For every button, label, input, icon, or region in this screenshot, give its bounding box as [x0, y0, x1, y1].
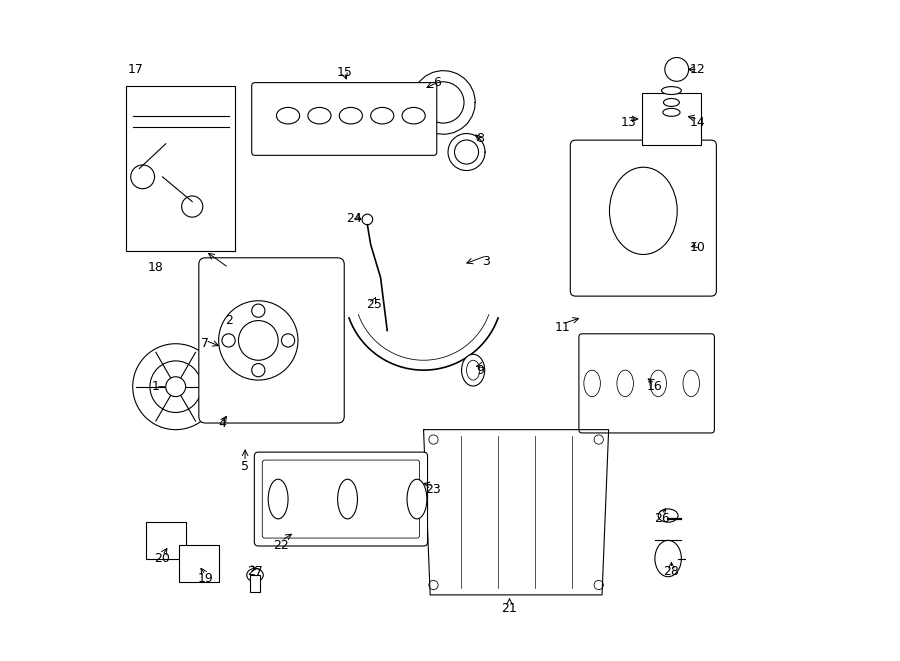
Ellipse shape: [609, 167, 677, 254]
Circle shape: [665, 58, 688, 81]
Bar: [249, 575, 260, 592]
Ellipse shape: [662, 87, 681, 95]
Ellipse shape: [462, 354, 485, 386]
Ellipse shape: [268, 479, 288, 519]
Text: 7: 7: [202, 337, 210, 350]
FancyBboxPatch shape: [252, 83, 436, 155]
Text: 15: 15: [337, 66, 352, 79]
Ellipse shape: [655, 541, 681, 576]
Text: 19: 19: [198, 572, 213, 585]
Ellipse shape: [276, 107, 300, 124]
Text: 20: 20: [155, 552, 170, 565]
Circle shape: [166, 377, 185, 397]
FancyBboxPatch shape: [199, 258, 344, 423]
Text: 1: 1: [152, 380, 160, 393]
Text: 18: 18: [148, 261, 164, 274]
Text: 16: 16: [647, 380, 662, 393]
Text: 10: 10: [690, 241, 706, 254]
Text: 8: 8: [476, 132, 483, 145]
Text: 12: 12: [690, 63, 706, 76]
Text: 24: 24: [346, 212, 362, 225]
Text: 25: 25: [366, 297, 382, 311]
Text: 22: 22: [274, 539, 289, 552]
Text: 23: 23: [426, 483, 441, 496]
Text: 21: 21: [501, 602, 518, 615]
Text: 13: 13: [621, 116, 636, 129]
Text: 9: 9: [476, 364, 483, 377]
Text: 6: 6: [433, 76, 441, 89]
Text: 27: 27: [248, 565, 263, 578]
Ellipse shape: [662, 108, 680, 116]
Text: 11: 11: [554, 321, 571, 334]
Bar: [126, 86, 235, 251]
Text: 14: 14: [690, 116, 706, 129]
Text: 28: 28: [663, 565, 680, 578]
FancyBboxPatch shape: [571, 140, 716, 296]
Ellipse shape: [308, 107, 331, 124]
Text: 3: 3: [482, 254, 491, 268]
Text: 2: 2: [225, 314, 232, 327]
FancyBboxPatch shape: [579, 334, 715, 433]
Circle shape: [219, 301, 298, 380]
Ellipse shape: [371, 107, 394, 124]
Bar: [179, 545, 219, 582]
Ellipse shape: [658, 509, 678, 522]
Ellipse shape: [339, 107, 363, 124]
Ellipse shape: [338, 479, 357, 519]
Ellipse shape: [407, 479, 427, 519]
Bar: [642, 93, 701, 145]
Bar: [146, 522, 185, 559]
Ellipse shape: [663, 98, 680, 106]
Text: 26: 26: [653, 512, 670, 525]
Text: 5: 5: [241, 459, 249, 473]
Text: 17: 17: [128, 63, 144, 76]
Text: 4: 4: [218, 416, 226, 430]
Ellipse shape: [247, 568, 264, 582]
Ellipse shape: [402, 107, 425, 124]
FancyBboxPatch shape: [255, 452, 428, 546]
